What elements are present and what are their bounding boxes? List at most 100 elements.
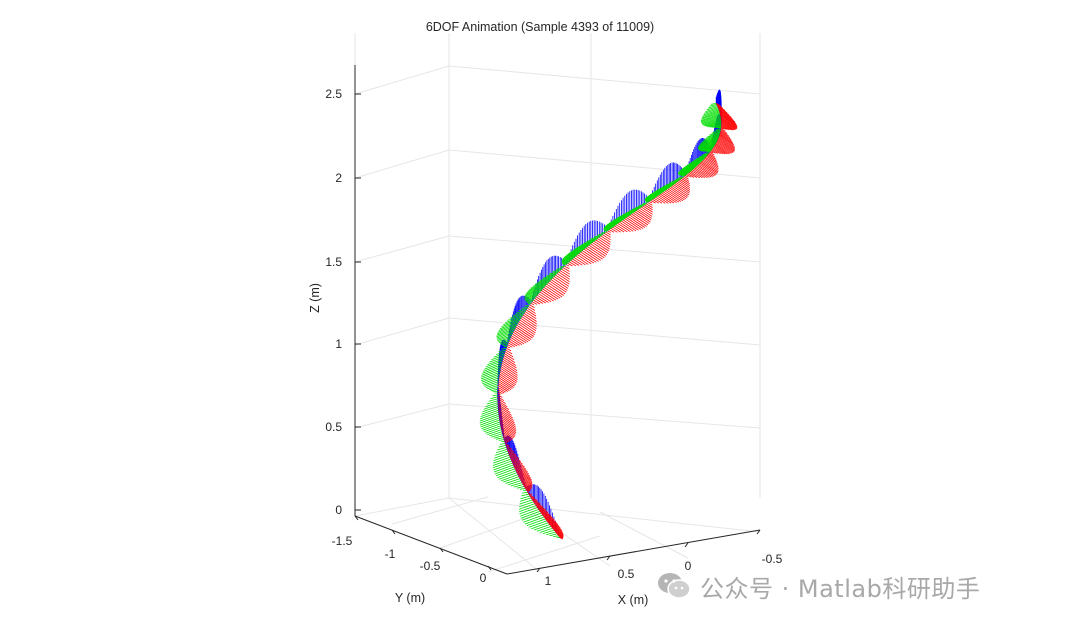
body-y-axis-line bbox=[583, 238, 598, 244]
body-x-axis-line bbox=[512, 464, 531, 477]
body-x-axis-line bbox=[521, 482, 532, 490]
body-y-axis-line bbox=[524, 290, 542, 297]
body-x-axis-line bbox=[518, 476, 533, 487]
body-x-axis-line bbox=[578, 253, 595, 264]
body-y-axis-line bbox=[715, 128, 721, 130]
body-x-axis-line bbox=[670, 186, 688, 199]
body-x-axis-line bbox=[711, 149, 719, 154]
body-x-axis-line bbox=[516, 472, 533, 484]
body-y-axis-line bbox=[556, 267, 564, 270]
body-x-axis-line bbox=[497, 394, 503, 398]
body-x-axis-line bbox=[673, 184, 690, 196]
body-x-axis-line bbox=[550, 526, 564, 535]
body-y-axis-line bbox=[653, 185, 673, 193]
body-y-axis-line bbox=[503, 318, 522, 326]
body-y-axis-line bbox=[534, 277, 553, 285]
body-x-axis-line bbox=[500, 369, 518, 382]
body-x-axis-line bbox=[543, 287, 561, 299]
body-x-axis-line bbox=[508, 342, 516, 348]
body-y-axis-line bbox=[606, 218, 625, 226]
body-x-axis-line bbox=[512, 333, 527, 344]
body-y-axis-line bbox=[707, 105, 718, 109]
body-y-axis-line bbox=[493, 462, 513, 471]
body-y-axis-line bbox=[520, 511, 540, 519]
body-y-axis-line bbox=[519, 501, 534, 508]
body-y-axis-line bbox=[525, 287, 545, 295]
body-x-axis-line bbox=[506, 346, 511, 349]
body-x-axis-line bbox=[720, 130, 729, 137]
body-x-axis-line bbox=[720, 116, 738, 129]
body-y-axis-line bbox=[493, 456, 511, 464]
body-y-axis-line bbox=[710, 123, 722, 128]
body-x-axis-line bbox=[541, 290, 557, 301]
body-x-axis-line bbox=[617, 223, 631, 232]
body-y-axis-line bbox=[494, 466, 515, 475]
body-x-axis-line bbox=[521, 316, 537, 327]
body-y-axis-line bbox=[525, 296, 537, 301]
body-y-axis-line bbox=[501, 319, 521, 328]
body-x-axis-line bbox=[686, 174, 692, 178]
body-x-axis-line bbox=[497, 400, 508, 408]
body-y-axis-line bbox=[622, 209, 639, 216]
body-x-axis-line bbox=[520, 480, 533, 489]
body-x-axis-line bbox=[564, 265, 570, 270]
body-x-axis-line bbox=[650, 200, 656, 204]
body-x-axis-line bbox=[523, 486, 531, 491]
body-x-axis-line bbox=[506, 449, 517, 456]
body-x-axis-line bbox=[499, 373, 516, 386]
body-y-axis-line bbox=[685, 159, 704, 167]
body-y-axis-line bbox=[528, 520, 547, 528]
body-x-axis-line bbox=[696, 165, 714, 177]
body-x-axis-line bbox=[497, 404, 511, 413]
body-y-axis-line bbox=[497, 335, 512, 341]
body-x-axis-line bbox=[719, 132, 732, 141]
body-y-axis-line bbox=[669, 179, 681, 184]
body-x-axis-line bbox=[505, 445, 513, 450]
body-x-axis-line bbox=[708, 153, 716, 158]
body-x-axis-line bbox=[660, 193, 675, 204]
body-x-axis-line bbox=[655, 196, 666, 204]
body-x-axis-line bbox=[714, 145, 728, 155]
body-y-axis-line bbox=[697, 140, 718, 149]
body-x-axis-line bbox=[498, 383, 510, 391]
body-y-axis-line bbox=[539, 274, 556, 281]
body-x-axis-line bbox=[532, 301, 538, 305]
body-x-axis-line bbox=[716, 104, 724, 109]
body-x-axis-line bbox=[556, 273, 570, 283]
body-x-axis-line bbox=[703, 158, 719, 170]
body-y-axis-line bbox=[610, 214, 630, 223]
body-x-axis-line bbox=[553, 276, 570, 287]
body-y-axis-line bbox=[704, 108, 719, 114]
body-y-axis-line bbox=[519, 497, 532, 502]
body-x-axis-line bbox=[702, 159, 719, 171]
body-x-axis-line bbox=[502, 358, 517, 369]
body-x-axis-line bbox=[543, 516, 561, 529]
body-x-axis-line bbox=[503, 357, 517, 366]
body-y-axis-line bbox=[586, 237, 600, 242]
body-y-axis-line bbox=[542, 273, 558, 279]
body-y-axis-line bbox=[562, 253, 580, 260]
body-x-axis-line bbox=[683, 176, 689, 180]
body-y-axis-line bbox=[526, 518, 546, 526]
body-y-axis-line bbox=[500, 340, 510, 345]
body-y-axis-line bbox=[488, 398, 498, 402]
body-y-axis-line bbox=[520, 495, 530, 500]
body-x-axis-line bbox=[716, 140, 734, 153]
body-y-axis-line bbox=[561, 254, 578, 261]
x-axis: -0.5 0 0.5 1 X (m) bbox=[536, 529, 783, 607]
body-x-axis-line bbox=[639, 207, 653, 217]
body-x-axis-line bbox=[657, 195, 669, 204]
body-y-axis-line bbox=[651, 186, 671, 194]
body-y-axis-line bbox=[495, 351, 506, 355]
body-x-axis-line bbox=[533, 299, 541, 305]
body-x-axis-line bbox=[587, 246, 605, 259]
body-y-axis-line bbox=[482, 406, 499, 413]
body-x-axis-line bbox=[502, 360, 518, 372]
body-x-axis-line bbox=[527, 307, 536, 314]
body-x-axis-line bbox=[524, 488, 530, 492]
body-y-axis-line bbox=[697, 141, 717, 150]
body-x-axis-line bbox=[720, 125, 728, 130]
body-y-axis-line bbox=[533, 524, 550, 531]
body-y-axis-line bbox=[603, 226, 614, 231]
body-y-axis-line bbox=[519, 509, 539, 517]
